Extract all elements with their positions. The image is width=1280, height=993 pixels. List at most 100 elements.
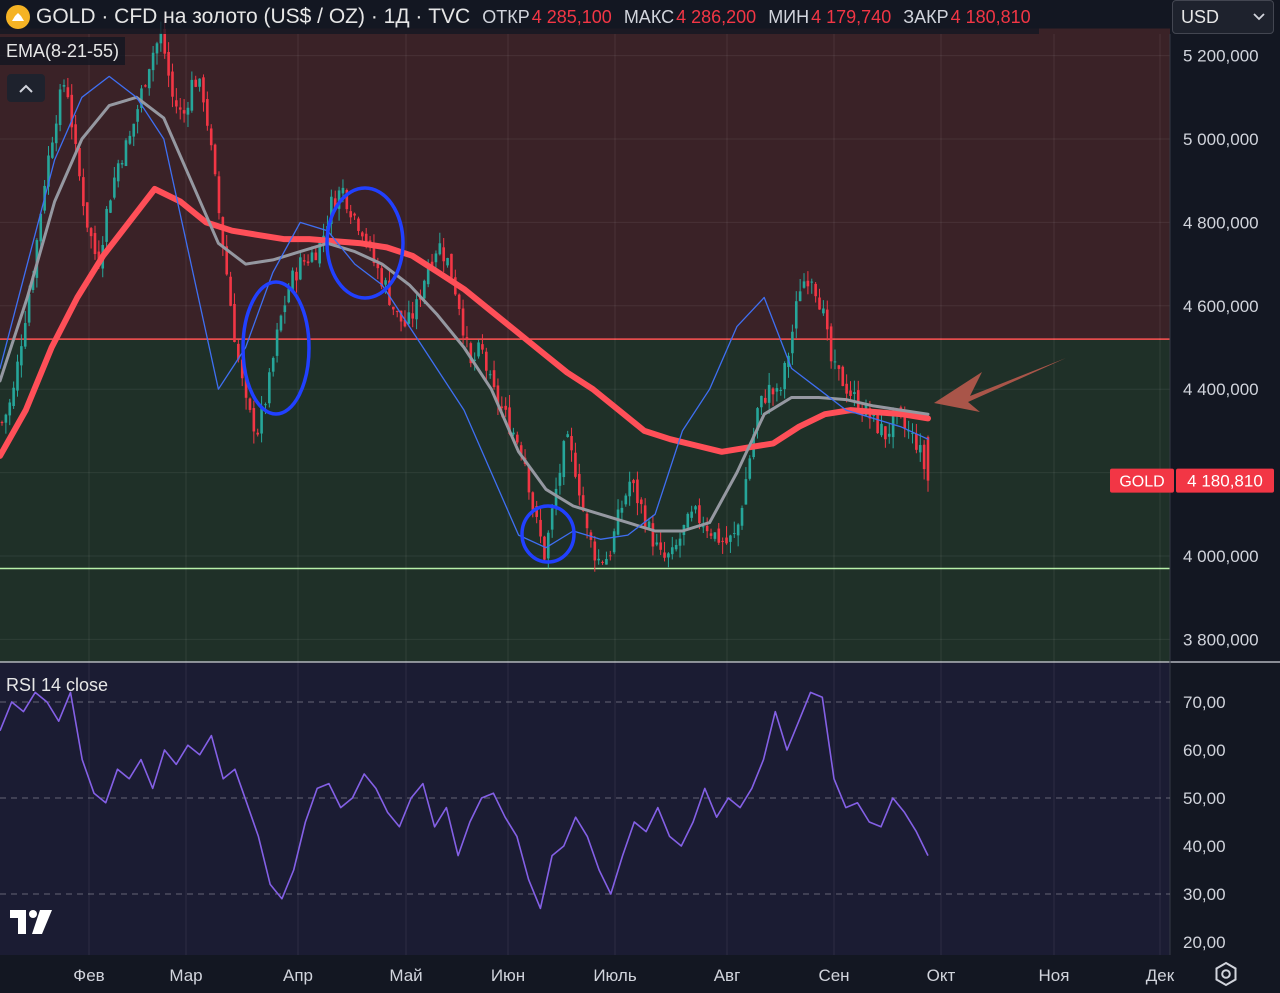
candle-body: [399, 310, 403, 322]
time-tick-label: Апр: [283, 966, 313, 985]
candle-body: [670, 547, 674, 555]
candle-body: [349, 211, 353, 218]
candle-body: [0, 422, 4, 424]
candle-body: [725, 537, 728, 544]
close-label: ЗАКР: [903, 6, 949, 27]
ema-indicator-label[interactable]: EMA(8-21-55): [0, 37, 126, 65]
open-value: 4 285,100: [531, 6, 612, 27]
candle-body: [601, 561, 604, 563]
rsi-indicator-label[interactable]: RSI 14 close: [6, 675, 109, 695]
candle-body: [643, 505, 647, 529]
symbol-title[interactable]: GOLD · CFD на золото (US$ / OZ) · 1Д · T…: [36, 5, 471, 28]
candle-body: [562, 441, 566, 478]
candle-body: [686, 513, 690, 528]
annotation-circle: [325, 186, 405, 300]
currency-select[interactable]: USD: [1172, 0, 1274, 34]
candle-body: [314, 252, 318, 261]
symbol-tag-label: GOLD: [1119, 474, 1164, 491]
gold-coin-icon: [6, 5, 30, 29]
candle-body: [818, 297, 821, 310]
candle-body: [500, 406, 504, 408]
candle-body: [605, 559, 608, 565]
candle-body: [887, 433, 891, 437]
candle-body: [748, 458, 752, 479]
candle-body: [918, 445, 922, 453]
candle-body: [206, 99, 209, 126]
candle-body: [504, 405, 507, 410]
annotation-circle: [241, 280, 311, 416]
tradingview-logo-icon[interactable]: [10, 908, 56, 941]
rsi-pane: [0, 691, 1170, 910]
candle-body: [295, 271, 298, 281]
candle-body: [140, 88, 143, 108]
candle-body: [345, 190, 349, 210]
candle-body: [279, 315, 283, 331]
settings-gear-icon[interactable]: [1212, 960, 1240, 988]
rsi-tick-label: 60,00: [1183, 741, 1226, 760]
candle-body: [217, 176, 221, 214]
candle-body: [31, 276, 35, 290]
candle-body: [512, 432, 515, 435]
candle-body: [922, 444, 926, 470]
chart-legend-header: GOLD · CFD на золото (US$ / OZ) · 1Д · T…: [0, 0, 1039, 34]
collapse-legend-button[interactable]: [7, 74, 45, 102]
candle-body: [810, 281, 814, 283]
candle-body: [543, 536, 546, 560]
price-tick-label: 5 000,000: [1183, 130, 1259, 149]
candle-body: [372, 244, 376, 264]
candle-body: [78, 147, 81, 177]
candle-body: [62, 85, 66, 87]
candle-body: [333, 198, 337, 208]
candle-body: [845, 383, 848, 394]
candle-body: [167, 51, 170, 76]
rsi-tick-label: 70,00: [1183, 693, 1226, 712]
candle-body: [434, 253, 438, 263]
candle-body: [636, 479, 639, 504]
open-label: ОТКР: [482, 6, 530, 27]
candle-body: [694, 506, 697, 510]
candle-body: [407, 312, 411, 324]
candle-body: [554, 488, 558, 507]
resistance-zone: [0, 28, 1170, 340]
price-tick-label: 5 200,000: [1183, 47, 1259, 66]
candle-body: [593, 541, 597, 561]
price-tick-label: 4 800,000: [1183, 213, 1259, 232]
candle-body: [701, 526, 705, 528]
candle-body: [519, 445, 523, 455]
candle-body: [713, 532, 717, 539]
candle-body: [457, 294, 461, 310]
candle-body: [911, 432, 914, 434]
candle-body: [128, 135, 132, 144]
candle-body: [717, 528, 721, 543]
time-tick-label: Окт: [927, 966, 956, 985]
price-tick-label: 4 400,000: [1183, 380, 1259, 399]
candle-body: [318, 242, 322, 264]
candle-body: [376, 263, 380, 269]
candle-body: [136, 109, 139, 122]
annotation-circle: [520, 504, 576, 564]
candle-body: [535, 505, 538, 517]
candle-body: [271, 357, 275, 372]
candle-body: [876, 412, 879, 434]
candle-body: [54, 123, 58, 144]
candle-body: [651, 523, 655, 547]
candle-body: [721, 540, 724, 542]
candle-body: [527, 466, 531, 493]
candle-body: [620, 507, 624, 513]
candle-body: [109, 200, 112, 213]
time-tick-label: Ноя: [1039, 966, 1070, 985]
candle-body: [485, 351, 488, 371]
rsi-tick-label: 50,00: [1183, 789, 1226, 808]
candle-body: [806, 280, 810, 287]
time-tick-label: Июн: [491, 966, 525, 985]
candle-body: [825, 309, 829, 330]
candle-body: [481, 344, 484, 350]
candle-body: [655, 542, 659, 545]
candle-body: [368, 240, 372, 242]
candle-body: [221, 217, 225, 247]
last-price-label: 4 180,810: [1187, 472, 1263, 491]
candle-body: [74, 124, 77, 144]
candle-body: [585, 513, 589, 529]
candle-body: [608, 555, 612, 557]
